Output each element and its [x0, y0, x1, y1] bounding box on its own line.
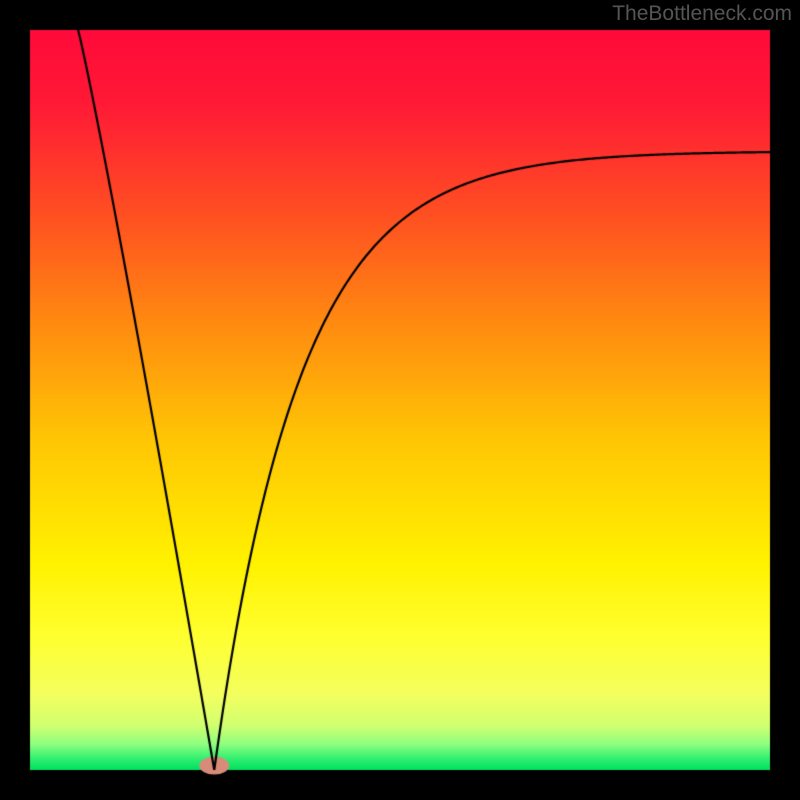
- watermark-text: TheBottleneck.com: [612, 2, 792, 26]
- bottleneck-chart-canvas: [0, 0, 800, 800]
- chart-root: { "canvas": { "width": 800, "height": 80…: [0, 0, 800, 800]
